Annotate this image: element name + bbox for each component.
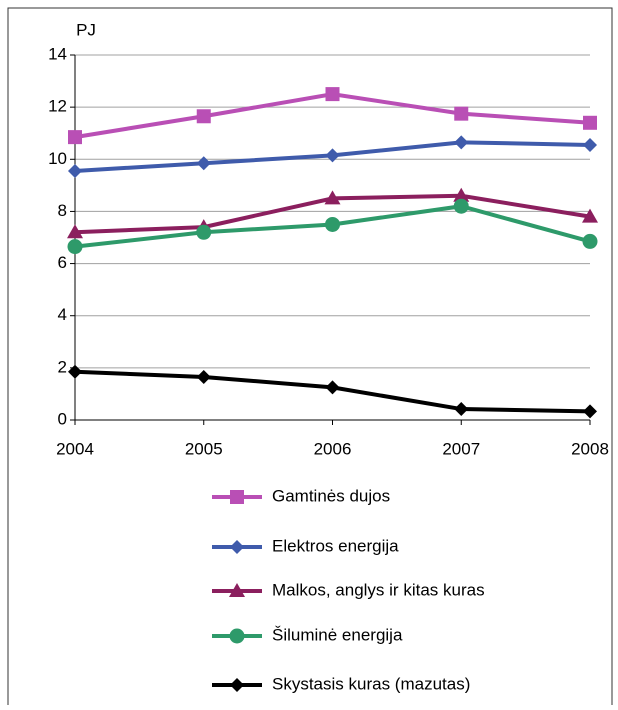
y-tick-label: 14 (48, 44, 67, 63)
legend-marker (230, 678, 244, 692)
data-point (196, 369, 211, 384)
data-point (454, 402, 469, 417)
legend-marker (229, 628, 245, 644)
legend-marker (230, 540, 244, 554)
x-tick-label: 2007 (442, 439, 480, 458)
data-point (196, 109, 211, 124)
legend-marker (229, 583, 245, 597)
y-tick-label: 0 (58, 409, 67, 428)
data-point (583, 115, 597, 130)
data-point (196, 156, 211, 171)
x-tick-label: 2005 (185, 439, 223, 458)
data-point (325, 87, 340, 102)
data-point (454, 106, 469, 121)
legend-label: Skystasis kuras (mazutas) (272, 674, 470, 693)
y-tick-label: 10 (48, 149, 67, 168)
data-point (583, 404, 597, 419)
data-point (453, 198, 469, 214)
legend-label: Malkos, anglys ir kitas kuras (272, 580, 485, 599)
data-point (68, 130, 82, 145)
y-tick-label: 6 (58, 253, 67, 272)
data-point (196, 224, 212, 240)
legend-label: Gamtinės dujos (272, 486, 390, 505)
data-point (68, 364, 82, 379)
data-point (325, 148, 340, 163)
x-tick-label: 2008 (571, 439, 609, 458)
data-point (67, 239, 83, 255)
data-point (582, 208, 598, 223)
y-tick-label: 12 (48, 97, 67, 116)
y-axis-label: PJ (76, 20, 96, 39)
data-point (325, 380, 340, 395)
y-tick-label: 2 (58, 357, 67, 376)
data-point (68, 164, 82, 179)
data-point (325, 216, 340, 232)
data-point (582, 233, 598, 249)
x-tick-label: 2006 (314, 439, 352, 458)
legend-label: Elektros energija (272, 536, 399, 555)
legend-label: Šiluminė energija (272, 625, 403, 644)
y-tick-label: 8 (58, 201, 67, 220)
data-point (453, 187, 470, 202)
y-tick-label: 4 (58, 305, 67, 324)
data-point (324, 190, 341, 205)
data-point (454, 135, 469, 150)
frame (7, 7, 613, 705)
data-point (583, 137, 597, 152)
x-tick-label: 2004 (56, 439, 94, 458)
data-point (67, 224, 83, 239)
legend-marker (230, 490, 244, 504)
